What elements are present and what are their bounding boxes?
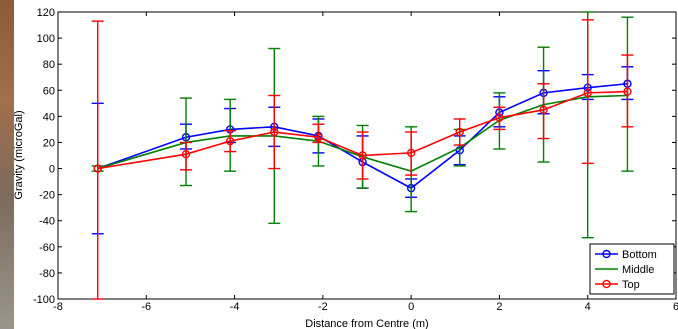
x-tick-label: 4 [585, 301, 591, 313]
legend-swatch-marker [602, 279, 611, 289]
x-tick-label: 0 [408, 301, 414, 313]
series-line [97, 94, 628, 173]
x-tick-label: -8 [53, 301, 63, 313]
y-tick-label: 80 [43, 59, 55, 71]
y-tick-label: 0 [49, 164, 55, 176]
legend-swatch-marker [602, 249, 611, 259]
data-point [270, 127, 279, 137]
y-tick-label: 120 [37, 7, 55, 19]
legend-entry-label: Top [622, 279, 640, 291]
y-tick-label: -20 [39, 190, 55, 202]
x-axis-label: Distance from Centre (m) [305, 318, 428, 329]
legend: Bottom Middle Top [589, 243, 675, 295]
y-tick-label: -80 [39, 268, 55, 280]
legend-entry-label: Middle [622, 264, 654, 276]
data-point [495, 113, 504, 122]
data-point [225, 136, 235, 146]
x-tick-label: -6 [141, 301, 151, 313]
data-point [406, 148, 416, 158]
axes: -8 -6 -4 -2 0 2 4 6-100-80-60-40-20020406080100… [33, 7, 678, 313]
series-layer [91, 11, 634, 300]
series-top [91, 19, 634, 300]
legend-entry-label: Bottom [622, 249, 657, 261]
data-point [539, 105, 548, 115]
data-point [314, 133, 323, 142]
series-line [97, 82, 628, 190]
x-tick-label: 6 [673, 301, 678, 313]
x-tick-label: 2 [496, 301, 502, 313]
y-tick-label: -100 [33, 294, 55, 306]
data-point [358, 151, 367, 160]
y-tick-label: -40 [39, 216, 55, 228]
y-tick-label: 40 [43, 111, 55, 123]
y-tick-label: -60 [39, 242, 55, 254]
data-point [583, 88, 592, 98]
y-axis-label: Gravity (microGal) [13, 110, 25, 199]
data-point [93, 164, 102, 173]
y-tick-label: 20 [43, 137, 55, 149]
data-point [455, 127, 464, 137]
x-tick-label: -2 [318, 301, 328, 313]
background-photo-strip [0, 0, 14, 329]
data-point [181, 149, 191, 159]
data-point [623, 87, 632, 96]
series-line [97, 90, 628, 170]
y-tick-label: 100 [37, 33, 55, 45]
y-tick-label: 60 [43, 85, 55, 97]
x-tick-label: -4 [230, 301, 240, 313]
